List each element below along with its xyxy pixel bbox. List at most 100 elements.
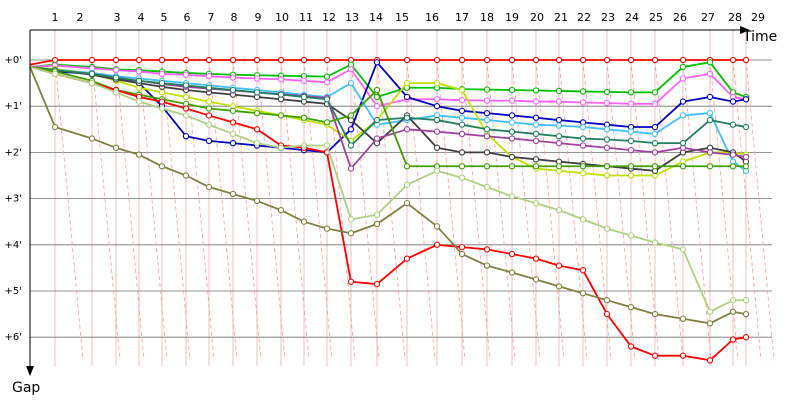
lapping-line	[406, 59, 436, 361]
data-point	[277, 112, 285, 119]
data-point	[323, 73, 331, 80]
data-point	[182, 112, 190, 119]
data-point	[532, 98, 540, 105]
lapping-line	[280, 59, 310, 361]
data-point	[706, 70, 714, 78]
series-1	[29, 56, 750, 66]
data-point	[729, 163, 737, 170]
data-point	[433, 128, 441, 135]
gap-tick-label: +3'	[5, 194, 23, 205]
data-point	[679, 246, 687, 253]
series-line	[29, 66, 746, 168]
data-point	[88, 79, 96, 87]
data-point	[651, 100, 659, 108]
data-point	[627, 100, 635, 108]
data-point	[229, 56, 237, 64]
data-point	[483, 163, 491, 170]
data-point	[373, 116, 381, 124]
data-point	[458, 174, 466, 181]
series-line	[29, 66, 746, 313]
data-point	[555, 133, 563, 140]
data-point	[555, 283, 563, 290]
data-point	[229, 130, 237, 138]
data-point	[679, 112, 687, 119]
data-point	[458, 149, 466, 156]
data-point	[135, 151, 143, 158]
data-point	[403, 79, 411, 87]
data-point	[651, 140, 659, 147]
lapping-line	[606, 59, 636, 361]
lapping-line	[709, 59, 739, 361]
data-point	[88, 70, 96, 78]
data-point	[158, 98, 166, 105]
data-point	[403, 181, 411, 188]
data-point	[458, 86, 466, 94]
data-point	[300, 114, 308, 121]
data-point	[579, 163, 587, 170]
data-point	[627, 128, 635, 135]
data-point	[579, 290, 587, 297]
data-point	[373, 211, 381, 218]
data-point	[579, 135, 587, 142]
lap-number-label: 22	[577, 11, 591, 24]
lap-number-label: 21	[554, 11, 568, 24]
lap-number-label: 24	[625, 11, 639, 24]
data-point	[433, 56, 441, 64]
lapping-line	[54, 59, 84, 361]
data-point	[205, 73, 213, 80]
data-point	[158, 105, 166, 112]
data-point	[679, 140, 687, 147]
data-point	[253, 75, 261, 82]
series-13	[29, 66, 750, 327]
data-point	[458, 250, 466, 258]
lap-number-label: 23	[601, 11, 615, 24]
data-point	[532, 56, 540, 64]
data-point	[433, 167, 441, 175]
data-point	[135, 56, 143, 64]
data-point	[603, 99, 611, 107]
data-point	[277, 56, 285, 64]
data-point	[579, 170, 587, 177]
data-point	[483, 97, 491, 104]
y-axis-arrow-icon	[26, 366, 34, 376]
data-point	[555, 140, 563, 147]
data-point	[532, 114, 540, 121]
data-point	[112, 89, 120, 96]
data-point	[651, 310, 659, 318]
lap-number-label: 27	[701, 11, 715, 24]
data-point	[706, 357, 714, 364]
data-point	[627, 137, 635, 144]
series-9	[29, 66, 750, 149]
gap-tick-label: +2'	[5, 147, 23, 158]
data-point	[347, 216, 355, 223]
lapping-line	[654, 59, 684, 361]
labels-layer: 1 2 3 4 5 6 7 8 9 10 11 12 13 14 15 16 17 18 19 20 21 22 23 24 2…	[5, 11, 766, 343]
data-point	[555, 87, 563, 95]
lapping-line	[732, 59, 762, 361]
lapping-line	[256, 59, 286, 361]
data-point	[579, 267, 587, 274]
lapping-line	[558, 59, 588, 361]
data-point	[253, 197, 261, 205]
data-point	[706, 163, 714, 170]
data-point	[651, 130, 659, 138]
data-point	[679, 75, 687, 82]
lap-number-label: 19	[505, 11, 519, 24]
data-point	[729, 336, 737, 343]
data-point	[532, 87, 540, 94]
data-point	[603, 144, 611, 151]
data-point	[651, 239, 659, 246]
lapping-line	[511, 59, 541, 361]
data-point	[158, 56, 166, 64]
lap-number-label: 20	[530, 11, 544, 24]
data-point	[88, 56, 96, 64]
data-point	[458, 56, 466, 64]
data-point	[508, 97, 516, 104]
data-point	[135, 68, 143, 75]
data-point	[205, 105, 213, 112]
data-point	[347, 66, 355, 73]
data-point	[483, 149, 491, 156]
data-point	[433, 223, 441, 230]
data-point	[532, 276, 540, 283]
data-point	[603, 126, 611, 133]
